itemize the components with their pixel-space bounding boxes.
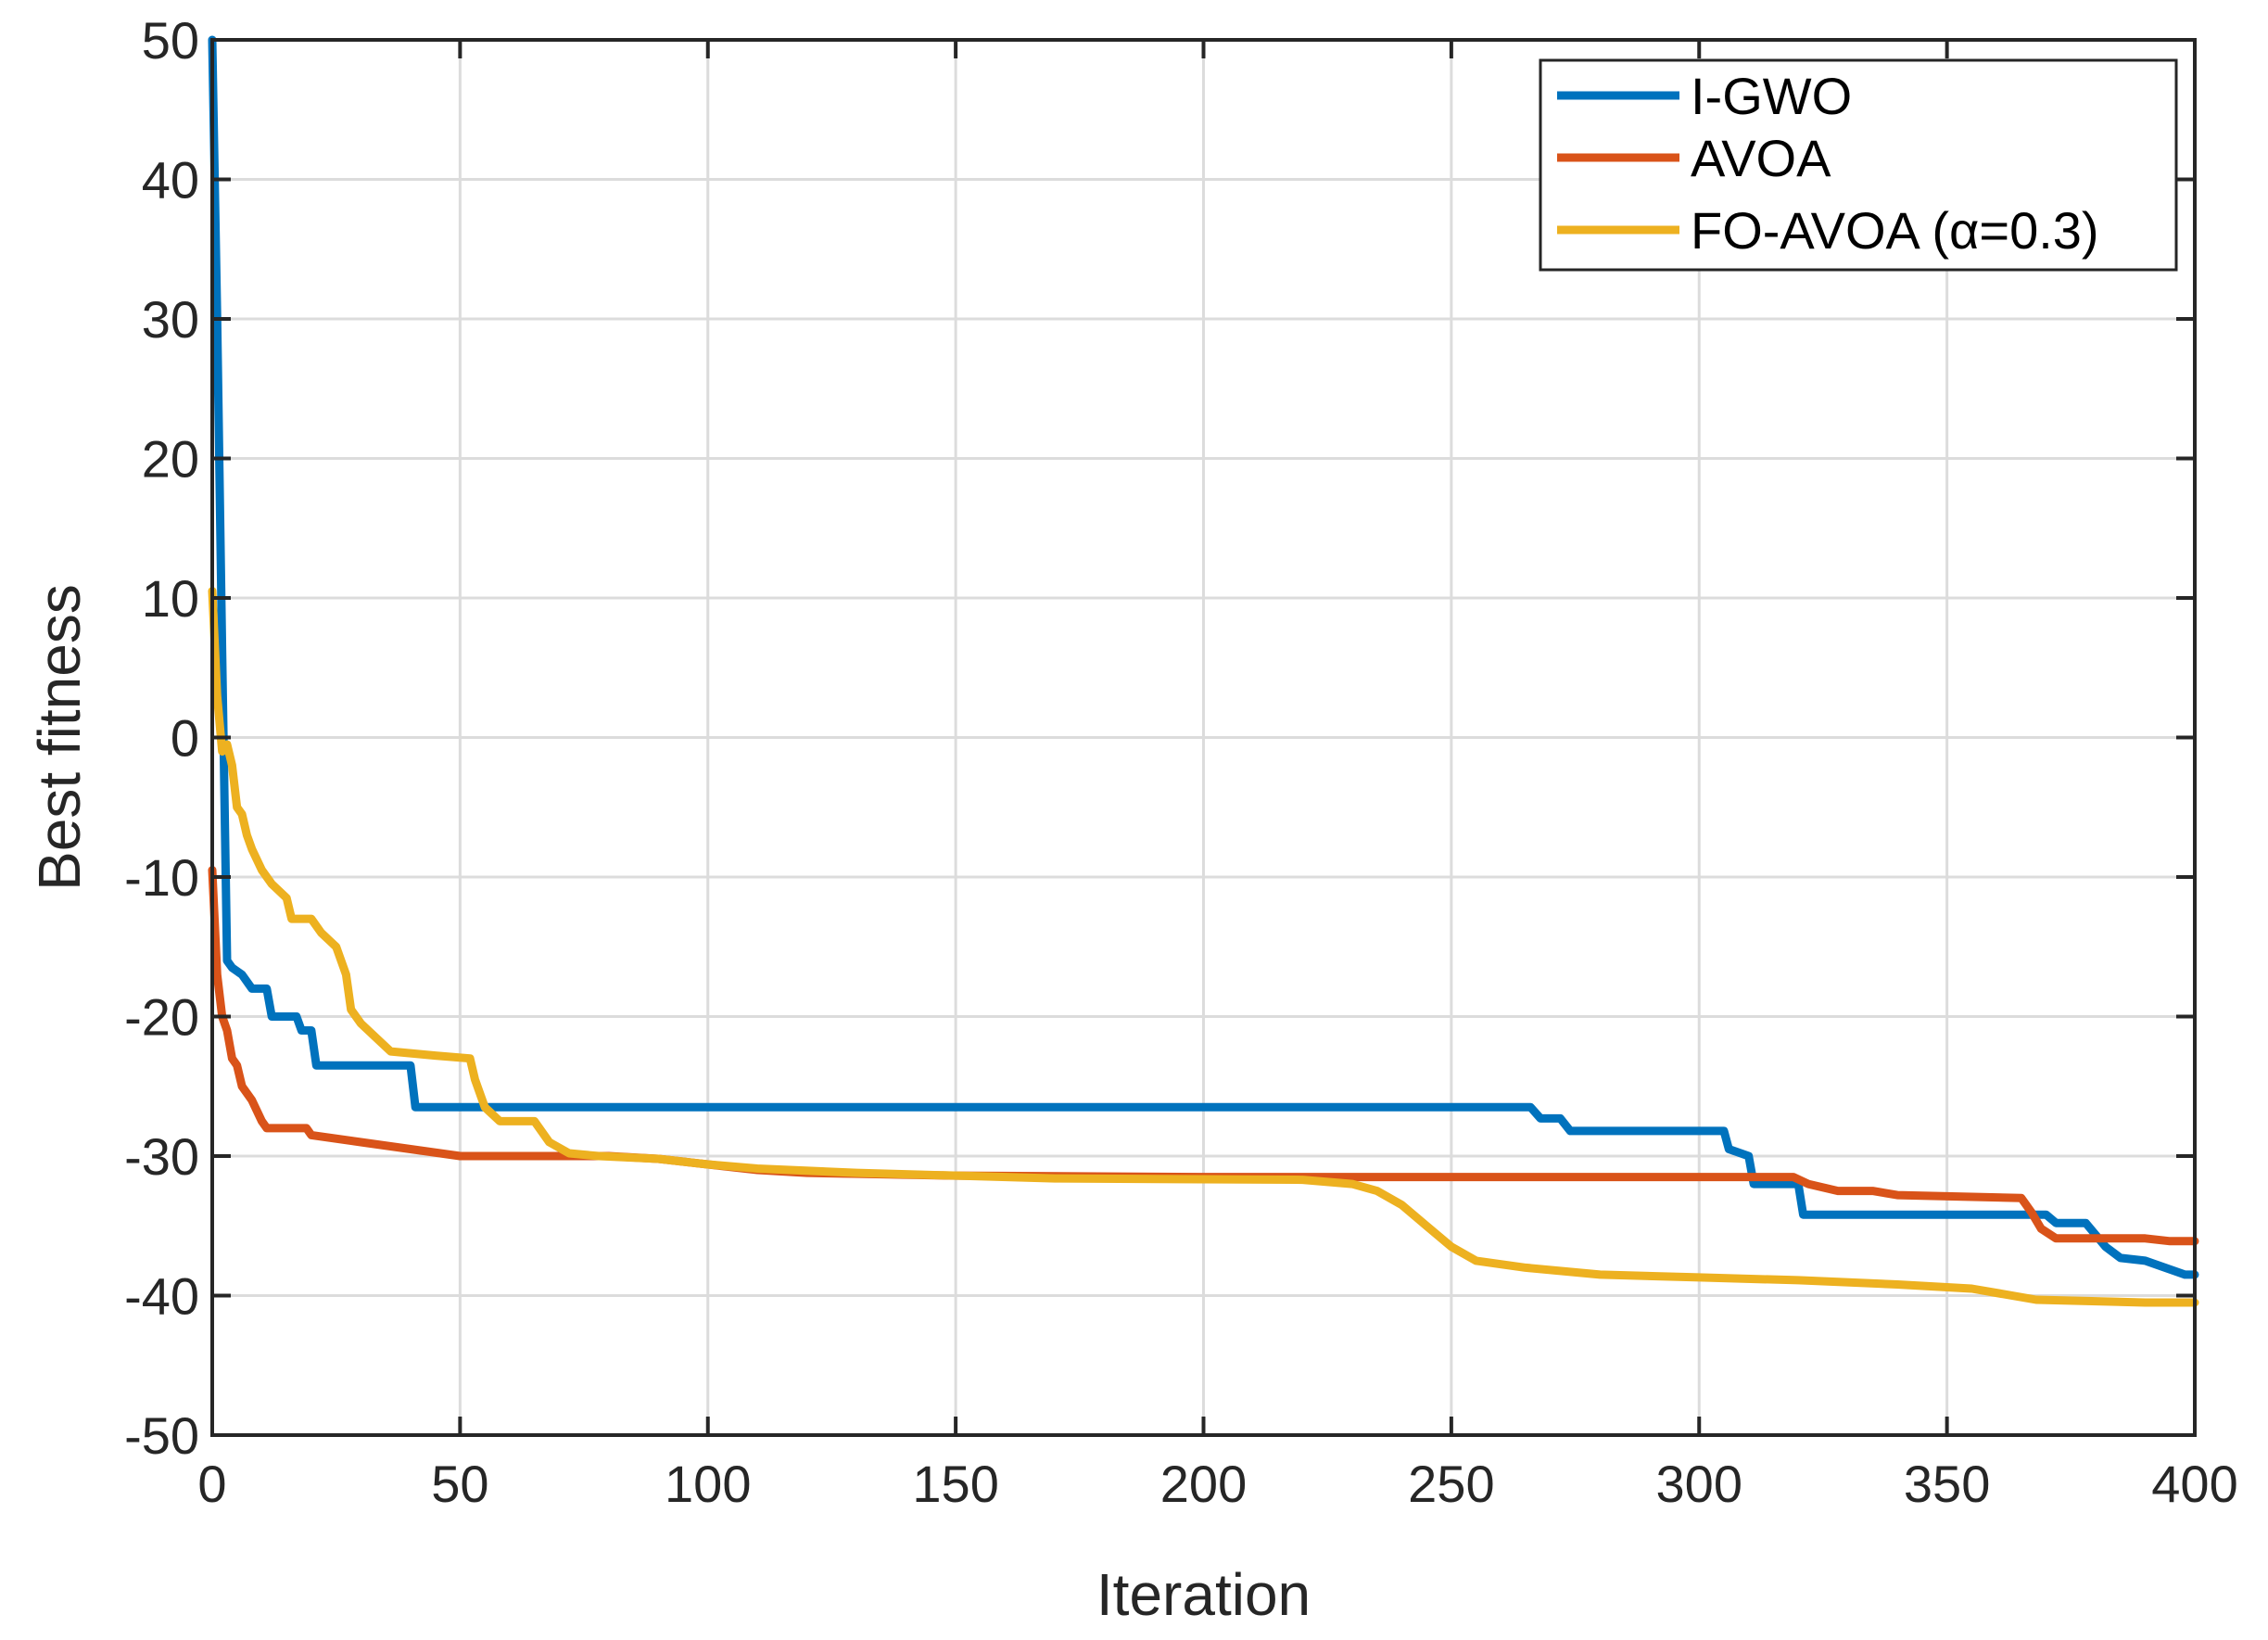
y-axis-ticks: -50 -40 -30 -20 -10 0 10 20 30 40 50 (124, 11, 2195, 1465)
legend-label: FO-AVOA (α=0.3) (1691, 201, 2099, 260)
y-tick-label: -20 (124, 988, 199, 1047)
x-tick-label: 150 (912, 1455, 998, 1513)
x-tick-label: 300 (1656, 1455, 1742, 1513)
y-tick-label: 0 (171, 709, 199, 768)
x-axis-ticks: 0 50 100 150 200 250 300 350 400 (197, 40, 2238, 1513)
y-tick-label: 10 (142, 569, 199, 628)
x-tick-label: 0 (197, 1455, 226, 1513)
x-tick-label: 50 (431, 1455, 488, 1513)
x-tick-label: 200 (1160, 1455, 1247, 1513)
y-axis-label: Best fitness (26, 584, 93, 891)
y-tick-label: 40 (142, 151, 199, 210)
x-tick-label: 400 (2151, 1455, 2237, 1513)
x-tick-label: 250 (1408, 1455, 1494, 1513)
y-tick-label: 20 (142, 430, 199, 489)
legend-label: I-GWO (1691, 67, 1852, 125)
y-tick-label: 30 (142, 290, 199, 349)
data-series (208, 35, 2199, 1307)
x-tick-label: 100 (665, 1455, 751, 1513)
x-axis-label: Iteration (1096, 1561, 1311, 1628)
y-tick-label: -30 (124, 1127, 199, 1186)
legend-label: AVOA (1691, 129, 1831, 187)
y-tick-label: 50 (142, 11, 199, 70)
y-tick-label: -40 (124, 1267, 199, 1326)
y-tick-label: -10 (124, 848, 199, 907)
y-tick-label: -50 (124, 1406, 199, 1465)
x-tick-label: 350 (1904, 1455, 1990, 1513)
series-line-fo-avoa-0-3 (208, 587, 2199, 1307)
